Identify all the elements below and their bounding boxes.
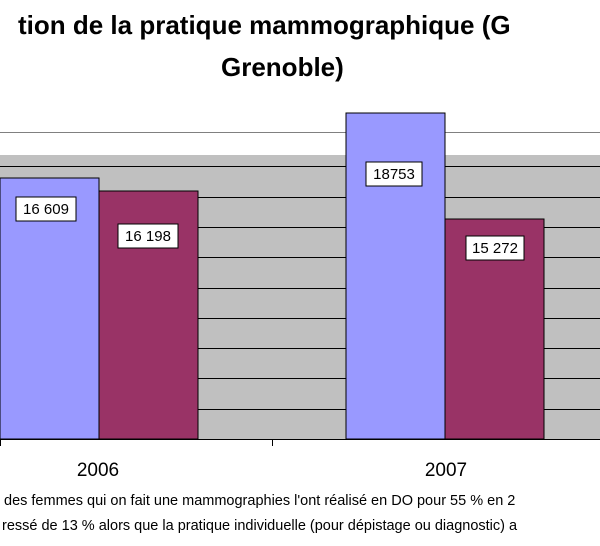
data-label-box xyxy=(465,235,525,261)
data-label-box xyxy=(15,196,77,222)
x-label-2007: 2007 xyxy=(425,460,467,481)
x-axis-ticks xyxy=(0,439,273,446)
bar-chart: 16 609 18753 16 198 15 272 2006 2007 xyxy=(0,112,600,481)
data-label: 16 198 xyxy=(125,228,171,245)
x-label-2006: 2006 xyxy=(77,460,119,481)
footer-note: des femmes qui on fait une mammographies… xyxy=(0,493,600,546)
data-label-box xyxy=(365,161,423,187)
data-label: 15 272 xyxy=(472,240,518,257)
footer-line-2: ressé de 13 % alors que la pratique indi… xyxy=(2,518,518,534)
footer-line-1: des femmes qui on fait une mammographies… xyxy=(4,493,516,509)
data-label: 16 609 xyxy=(23,201,69,218)
data-label-box xyxy=(117,223,179,249)
chart-title-line-2: Grenoble) xyxy=(221,52,344,82)
chart-title: tion de la pratique mammographique (G Gr… xyxy=(0,10,600,90)
data-label: 18753 xyxy=(373,166,415,183)
x-axis-labels: 2006 2007 xyxy=(77,460,467,481)
chart-title-line-1: tion de la pratique mammographique (G xyxy=(18,10,511,40)
